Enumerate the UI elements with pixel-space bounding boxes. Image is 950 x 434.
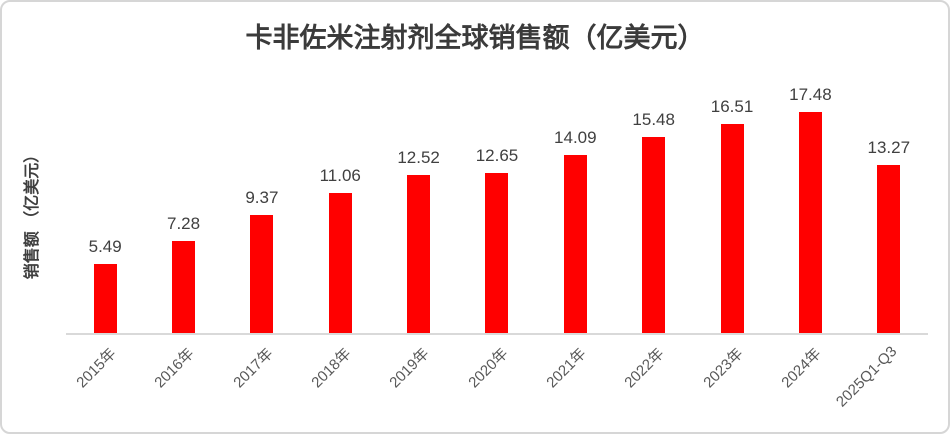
category-cell: 12.52 2019年	[379, 92, 457, 391]
category-cell: 13.27 2025Q1-Q3	[833, 92, 928, 410]
bar-value-label: 11.06	[319, 166, 361, 185]
category-cell: 7.28 2016年	[144, 92, 222, 391]
category-cell: 16.51 2023年	[693, 92, 771, 391]
bar	[877, 165, 901, 333]
category-cell: 12.65 2020年	[458, 92, 536, 391]
bar	[798, 112, 822, 333]
bar-value-label: 13.27	[867, 138, 911, 157]
bar	[250, 215, 274, 333]
x-axis-tick-label: 2017年	[229, 345, 277, 392]
bar-value-label: 15.48	[632, 110, 675, 129]
bar-value-label: 5.49	[88, 237, 122, 256]
plot-area: 5.49 2015年 7.28 2016年 9.37 2017年 11.06 2018年 12.…	[66, 85, 928, 410]
bar	[720, 124, 744, 333]
x-axis-tick-label: 2022年	[621, 345, 668, 392]
x-axis-tick-label: 2025Q1-Q3	[833, 343, 901, 411]
category-cell: 5.49 2015年	[66, 92, 144, 391]
bar	[172, 241, 196, 333]
bar	[407, 175, 431, 333]
bar	[328, 193, 352, 333]
category-cell: 15.48 2022年	[615, 92, 693, 391]
x-axis-tick-label: 2023年	[699, 345, 747, 392]
bar-value-label: 16.51	[710, 97, 754, 116]
x-axis-tick-label: 2019年	[386, 345, 433, 392]
bar-value-label: 12.52	[397, 148, 440, 167]
bar	[93, 264, 117, 333]
category-cell: 9.37 2017年	[223, 92, 301, 391]
y-axis-label: 销售额 （亿美元）	[24, 146, 42, 279]
bar	[563, 155, 587, 333]
category-cell: 14.09 2021年	[536, 92, 614, 391]
bar	[642, 137, 666, 333]
category-cell: 17.48 2024年	[771, 85, 849, 391]
bar-value-label: 17.48	[789, 85, 832, 104]
x-axis-tick-label: 2020年	[464, 345, 512, 392]
y-axis-label-area: 销售额 （亿美元）	[8, 92, 52, 333]
category-cell: 11.06 2018年	[301, 92, 379, 391]
x-axis-tick-label: 2021年	[543, 345, 590, 392]
chart-title: 卡非佐米注射剂全球销售额（亿美元）	[245, 23, 705, 53]
bar-value-label: 7.28	[166, 214, 201, 233]
bar	[485, 173, 509, 333]
x-axis-tick-label: 2016年	[151, 345, 198, 392]
bar-value-label: 9.37	[245, 188, 279, 207]
x-axis-tick-label: 2024年	[778, 345, 825, 392]
x-axis-tick-label: 2015年	[73, 345, 120, 392]
x-axis-tick-label: 2018年	[308, 345, 355, 392]
bar-value-label: 14.09	[554, 128, 597, 147]
bar-value-label: 12.65	[475, 146, 519, 165]
